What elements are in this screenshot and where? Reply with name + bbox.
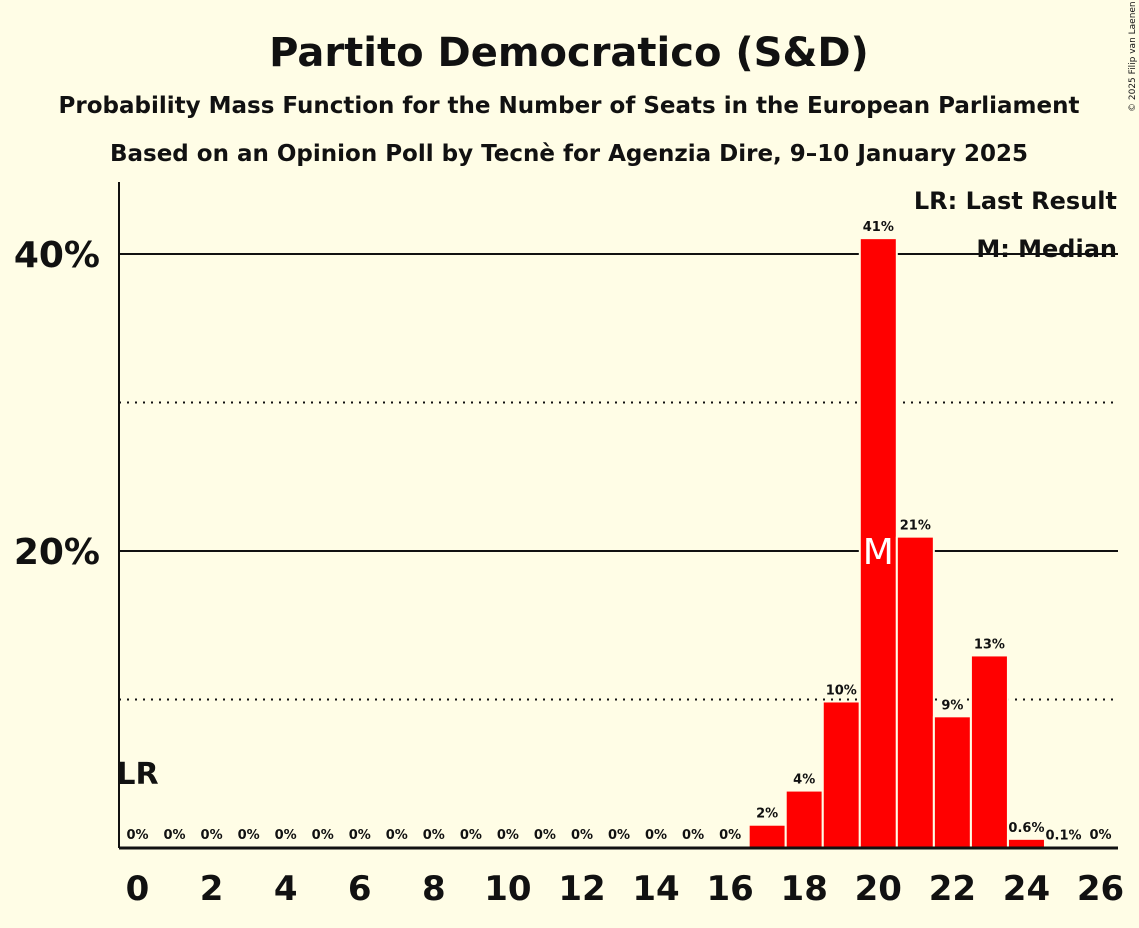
- label-bg: [1045, 826, 1082, 843]
- x-tick-label: 10: [484, 869, 531, 909]
- bar: [971, 656, 1007, 848]
- data-label: 0%: [534, 828, 556, 843]
- copyright: © 2025 Filip van Laenen: [1128, 1, 1138, 112]
- label-bg: [827, 681, 856, 698]
- y-tick-label: 40%: [14, 235, 100, 276]
- label-bg: [238, 826, 259, 842]
- x-tick-label: 24: [1003, 869, 1050, 909]
- x-tick-label: 22: [929, 869, 976, 909]
- data-label: 4%: [793, 773, 815, 788]
- data-label: 21%: [900, 519, 931, 534]
- data-label: 0%: [312, 828, 334, 843]
- data-label: 0.1%: [1045, 828, 1081, 843]
- label-bg: [901, 516, 930, 533]
- x-tick-label: 20: [855, 869, 902, 909]
- data-label: 0%: [682, 828, 704, 843]
- label-bg: [975, 635, 1004, 652]
- label-bg: [757, 804, 778, 821]
- x-tick-label: 4: [274, 869, 298, 909]
- data-label: 0%: [1090, 828, 1112, 843]
- bar: [934, 717, 970, 848]
- data-label: 0%: [275, 828, 297, 843]
- x-tick-label: 0: [126, 869, 150, 909]
- data-label: 0%: [423, 828, 445, 843]
- label-bg: [312, 826, 333, 842]
- label-bg: [349, 826, 370, 842]
- label-bg: [571, 826, 592, 842]
- data-label: 0%: [238, 828, 260, 843]
- x-tick-label: 6: [348, 869, 372, 909]
- last-result-marker: LR: [116, 757, 158, 792]
- label-bg: [164, 826, 185, 842]
- label-bg: [683, 826, 704, 842]
- label-bg: [609, 826, 630, 842]
- data-label: 0%: [201, 828, 223, 843]
- data-label: 0%: [349, 828, 371, 843]
- label-bg: [127, 826, 148, 842]
- label-bg: [386, 826, 407, 842]
- label-bg: [275, 826, 296, 842]
- data-label: 2%: [756, 807, 778, 822]
- bar: [786, 791, 822, 848]
- x-tick-label: 12: [558, 869, 605, 909]
- data-label: 13%: [974, 637, 1005, 652]
- x-tick-label: 14: [632, 869, 679, 909]
- median-marker: M: [863, 532, 894, 573]
- legend-last-result: LR: Last Result: [914, 187, 1117, 215]
- label-bg: [720, 826, 741, 842]
- legend-median: M: Median: [976, 235, 1117, 263]
- data-label: 0%: [608, 828, 630, 843]
- data-label: 9%: [941, 698, 963, 713]
- bar: [1008, 839, 1044, 848]
- label-bg: [423, 826, 444, 842]
- x-tick-label: 2: [200, 869, 224, 909]
- data-label: 41%: [863, 220, 894, 235]
- chart-subtitle-2: Based on an Opinion Poll by Tecnè for Ag…: [110, 141, 1028, 167]
- data-label: 0.6%: [1008, 821, 1044, 836]
- bar: [897, 537, 933, 848]
- data-label: 0%: [164, 828, 186, 843]
- label-bg: [646, 826, 667, 842]
- data-label: 0%: [645, 828, 667, 843]
- data-label: 0%: [719, 828, 741, 843]
- x-tick-label: 18: [781, 869, 828, 909]
- x-tick-label: 26: [1077, 869, 1124, 909]
- bar: [749, 825, 785, 848]
- label-bg: [864, 218, 893, 235]
- data-label: 0%: [386, 828, 408, 843]
- label-bg: [201, 826, 222, 842]
- label-bg: [942, 696, 963, 713]
- x-tick-label: 16: [706, 869, 753, 909]
- x-tick-label: 8: [422, 869, 446, 909]
- bar: [860, 239, 896, 848]
- data-label: 10%: [826, 683, 857, 698]
- label-bg: [794, 770, 815, 787]
- label-bg: [1008, 818, 1045, 835]
- label-bg: [1090, 826, 1111, 842]
- bar: [823, 702, 859, 848]
- data-label: 0%: [126, 828, 148, 843]
- data-label: 0%: [497, 828, 519, 843]
- label-bg: [460, 826, 481, 842]
- chart-subtitle-1: Probability Mass Function for the Number…: [59, 93, 1080, 119]
- data-label: 0%: [571, 828, 593, 843]
- label-bg: [497, 826, 518, 842]
- data-label: 0%: [460, 828, 482, 843]
- label-bg: [534, 826, 555, 842]
- y-tick-label: 20%: [14, 532, 100, 573]
- chart-title: Partito Democratico (S&D): [269, 30, 869, 76]
